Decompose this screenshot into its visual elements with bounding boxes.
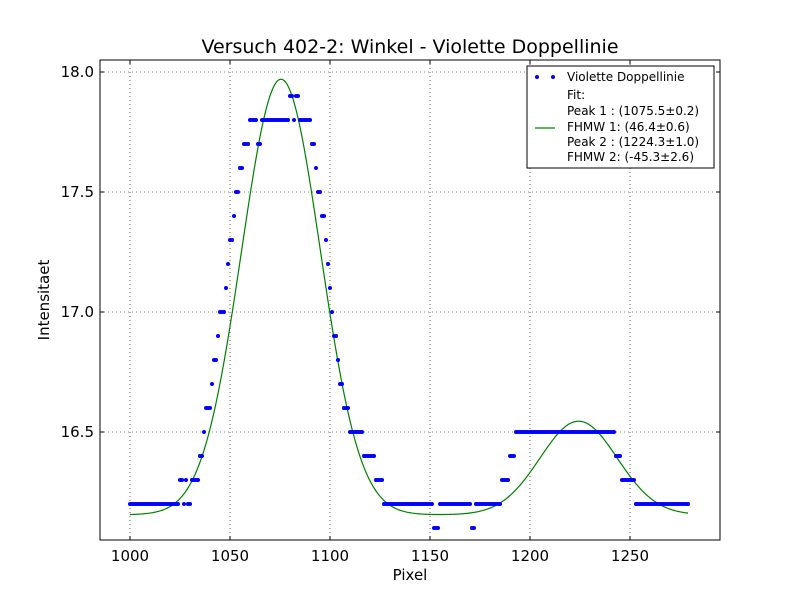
legend-marker-dot [535, 75, 539, 79]
data-point [334, 334, 338, 338]
data-point [180, 478, 184, 482]
data-point [340, 382, 344, 386]
data-point [506, 478, 510, 482]
data-point [618, 454, 622, 458]
x-tick-label: 1150 [411, 547, 449, 565]
data-point [286, 118, 290, 122]
data-point [296, 94, 300, 98]
legend-box [526, 65, 715, 169]
data-point [196, 478, 200, 482]
data-point [322, 214, 326, 218]
data-point [380, 478, 384, 482]
data-point [176, 502, 180, 506]
data-point [314, 166, 318, 170]
data-point [226, 262, 230, 266]
axis-ticks: 1000 1050 1100 1150 1200 1250 16.5 17.0 17.5 18.0 [61, 60, 720, 565]
data-point [308, 118, 312, 122]
data-point [468, 502, 472, 506]
y-tick-label: 16.5 [61, 423, 94, 441]
data-point [472, 526, 476, 530]
fit-series [129, 78, 689, 516]
data-point [202, 430, 206, 434]
legend-label-peak2: Peak 2 : (1224.3±1.0) [567, 135, 699, 149]
data-point [430, 502, 434, 506]
data-point [312, 142, 316, 146]
data-point [224, 286, 228, 290]
x-tick-label: 1050 [211, 547, 249, 565]
y-tick-label: 17.0 [61, 303, 94, 321]
legend: Violette Doppellinie Fit: Peak 1 : (1075… [526, 65, 715, 169]
data-point [184, 478, 188, 482]
data-point [632, 478, 636, 482]
y-tick-label: 17.5 [61, 183, 94, 201]
data-point [230, 238, 234, 242]
x-axis-label: Pixel [393, 566, 428, 584]
data-point [330, 310, 334, 314]
y-axis-label: Intensitaet [35, 260, 53, 341]
plot-frame [99, 59, 721, 541]
legend-label-data: Violette Doppellinie [567, 70, 684, 84]
data-point [236, 190, 240, 194]
data-point [326, 262, 330, 266]
legend-label-fit: Fit: [567, 88, 585, 102]
fit-line [129, 78, 689, 516]
data-point [346, 406, 350, 410]
y-tick-label: 18.0 [61, 63, 94, 81]
legend-label-peak1: Peak 1 : (1075.5±0.2) [567, 104, 699, 118]
data-point [182, 502, 186, 506]
data-point [200, 454, 204, 458]
data-point [290, 94, 294, 98]
data-point [258, 142, 262, 146]
data-point [686, 502, 690, 506]
data-point [360, 430, 364, 434]
x-tick-label: 1000 [111, 547, 149, 565]
data-point [292, 118, 296, 122]
data-point [208, 406, 212, 410]
data-point [232, 214, 236, 218]
data-point [222, 310, 226, 314]
legend-label-fhmw1: FHMW 1: (46.4±0.6) [567, 120, 690, 134]
data-point [324, 238, 328, 242]
chart-title: Versuch 402-2: Winkel - Violette Doppell… [201, 36, 618, 58]
data-point [216, 334, 220, 338]
data-point [214, 358, 218, 362]
data-series [128, 94, 690, 530]
data-point [254, 118, 258, 122]
data-point [372, 454, 376, 458]
data-point [210, 382, 214, 386]
legend-marker-dot [551, 75, 555, 79]
data-point [436, 526, 440, 530]
data-point [188, 502, 192, 506]
data-point [612, 430, 616, 434]
data-point [240, 166, 244, 170]
data-point [336, 358, 340, 362]
x-tick-label: 1100 [311, 547, 349, 565]
x-tick-label: 1250 [611, 547, 649, 565]
data-point [512, 454, 516, 458]
data-point [246, 142, 250, 146]
data-point [328, 286, 332, 290]
legend-label-fhmw2: FHMW 2: (-45.3±2.6) [567, 150, 694, 164]
data-point [498, 502, 502, 506]
data-point [318, 190, 322, 194]
x-tick-label: 1200 [511, 547, 549, 565]
